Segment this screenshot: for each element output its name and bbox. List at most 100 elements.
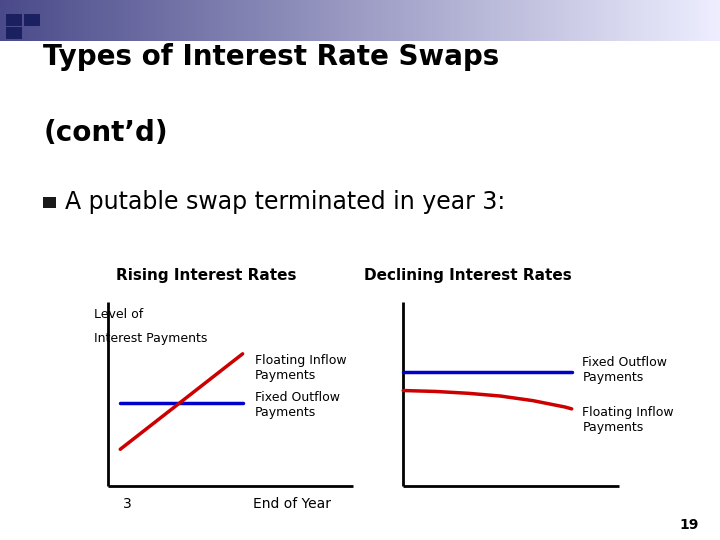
- Bar: [94, 0, 97, 40]
- Bar: [119, 0, 122, 40]
- Bar: [6, 14, 22, 26]
- Bar: [47, 0, 50, 40]
- Bar: [565, 0, 569, 40]
- Bar: [616, 0, 619, 40]
- Bar: [587, 0, 590, 40]
- Bar: [716, 0, 720, 40]
- Bar: [544, 0, 547, 40]
- Bar: [86, 0, 90, 40]
- Bar: [500, 0, 504, 40]
- Bar: [155, 0, 158, 40]
- Bar: [389, 0, 392, 40]
- Bar: [335, 0, 338, 40]
- Bar: [115, 0, 119, 40]
- Bar: [349, 0, 353, 40]
- Bar: [641, 0, 644, 40]
- Bar: [266, 0, 270, 40]
- Bar: [162, 0, 166, 40]
- Bar: [374, 0, 378, 40]
- Bar: [342, 0, 346, 40]
- Bar: [122, 0, 126, 40]
- Bar: [684, 0, 688, 40]
- Bar: [515, 0, 518, 40]
- Bar: [583, 0, 587, 40]
- Text: Declining Interest Rates: Declining Interest Rates: [364, 268, 572, 284]
- Text: Floating Inflow
Payments: Floating Inflow Payments: [582, 406, 674, 434]
- Bar: [522, 0, 526, 40]
- Bar: [43, 0, 47, 40]
- Bar: [18, 0, 22, 40]
- Bar: [158, 0, 162, 40]
- Bar: [504, 0, 508, 40]
- Bar: [446, 0, 450, 40]
- Bar: [547, 0, 551, 40]
- Bar: [623, 0, 626, 40]
- Bar: [634, 0, 637, 40]
- Bar: [169, 0, 173, 40]
- Bar: [238, 0, 241, 40]
- Bar: [6, 27, 22, 39]
- Bar: [605, 0, 608, 40]
- Bar: [310, 0, 313, 40]
- Bar: [706, 0, 709, 40]
- Bar: [594, 0, 598, 40]
- Bar: [14, 0, 18, 40]
- Bar: [11, 0, 14, 40]
- Bar: [22, 0, 25, 40]
- Text: Floating Inflow
Payments: Floating Inflow Payments: [255, 354, 346, 382]
- Bar: [482, 0, 486, 40]
- Bar: [432, 0, 436, 40]
- Bar: [43, 197, 56, 208]
- Bar: [317, 0, 320, 40]
- Text: (cont’d): (cont’d): [43, 119, 168, 147]
- Bar: [576, 0, 580, 40]
- Bar: [464, 0, 468, 40]
- Bar: [65, 0, 68, 40]
- Text: Fixed Outflow
Payments: Fixed Outflow Payments: [582, 356, 667, 384]
- Bar: [187, 0, 191, 40]
- Bar: [598, 0, 601, 40]
- Bar: [202, 0, 205, 40]
- Bar: [562, 0, 565, 40]
- Bar: [252, 0, 256, 40]
- Bar: [630, 0, 634, 40]
- Bar: [7, 0, 11, 40]
- Bar: [378, 0, 382, 40]
- Bar: [216, 0, 220, 40]
- Bar: [356, 0, 360, 40]
- Bar: [32, 0, 36, 40]
- Bar: [410, 0, 414, 40]
- Bar: [151, 0, 155, 40]
- Bar: [490, 0, 493, 40]
- Bar: [306, 0, 310, 40]
- Bar: [425, 0, 428, 40]
- Bar: [626, 0, 630, 40]
- Bar: [443, 0, 446, 40]
- Bar: [4, 0, 7, 40]
- Bar: [428, 0, 432, 40]
- Bar: [688, 0, 691, 40]
- Bar: [50, 0, 54, 40]
- Bar: [288, 0, 292, 40]
- Bar: [392, 0, 396, 40]
- Bar: [691, 0, 695, 40]
- Bar: [680, 0, 684, 40]
- Bar: [536, 0, 540, 40]
- Bar: [382, 0, 385, 40]
- Bar: [274, 0, 277, 40]
- Bar: [263, 0, 266, 40]
- Bar: [198, 0, 202, 40]
- Bar: [223, 0, 227, 40]
- Bar: [713, 0, 716, 40]
- Text: 19: 19: [679, 518, 698, 532]
- Bar: [454, 0, 457, 40]
- Bar: [572, 0, 576, 40]
- Bar: [324, 0, 328, 40]
- Bar: [569, 0, 572, 40]
- Bar: [101, 0, 104, 40]
- Text: End of Year: End of Year: [253, 497, 330, 511]
- Bar: [0, 0, 4, 40]
- Bar: [166, 0, 169, 40]
- Bar: [68, 0, 72, 40]
- Bar: [526, 0, 529, 40]
